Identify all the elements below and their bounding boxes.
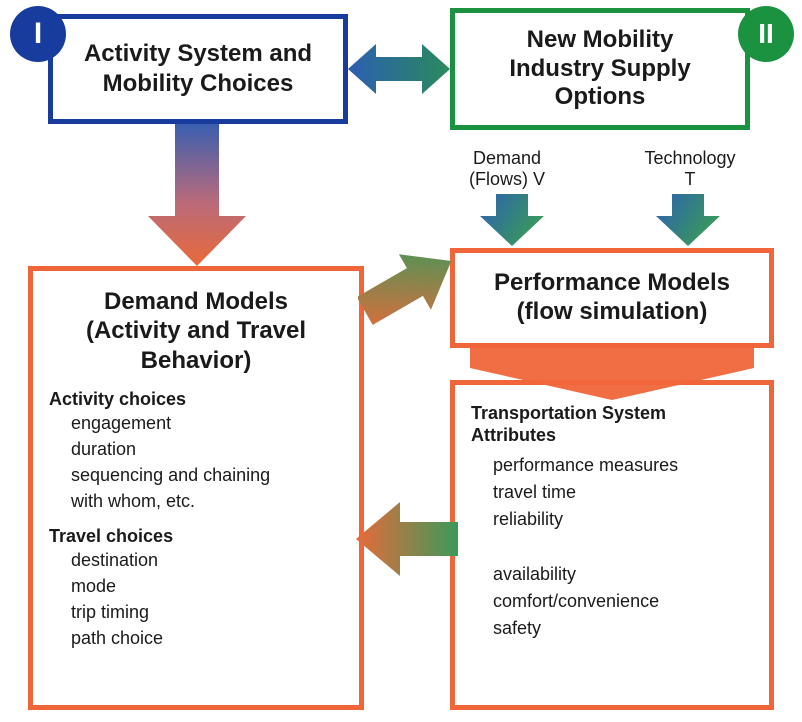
box-transport-attrs: Transportation System Attributes perform… (450, 380, 774, 710)
transport-attr-item: comfort/convenience (471, 588, 753, 615)
transport-attrs-heading-l2: Attributes (471, 425, 753, 447)
box-performance-models: Performance Models (flow simulation) (450, 248, 774, 348)
demand-models-title-l3: Behavior) (141, 347, 252, 374)
activity-system-title-l1: Activity System and (84, 40, 312, 67)
badge-two: II (738, 6, 794, 62)
transport-attr-item: travel time (471, 479, 753, 506)
label-demand-flows: Demand (Flows) V (452, 148, 562, 189)
travel-choice-item: destination (49, 547, 343, 573)
arrow-demand-to-performance (358, 240, 458, 332)
arrow-performance-to-attrs (470, 348, 754, 400)
travel-choice-item: path choice (49, 625, 343, 651)
label-technology: Technology T (630, 148, 750, 189)
transport-attr-item: performance measures (471, 452, 753, 479)
demand-models-title-l2: (Activity and Travel (86, 317, 306, 344)
box-new-mobility: New Mobility Industry Supply Options (450, 8, 750, 130)
activity-choices-heading: Activity choices (49, 389, 343, 410)
arrow-demand-v (480, 194, 544, 246)
travel-choice-item: mode (49, 573, 343, 599)
activity-choice-item: engagement (49, 410, 343, 436)
travel-choices-heading: Travel choices (49, 526, 343, 547)
demand-models-title-l1: Demand Models (104, 288, 288, 315)
transport-attr-item: availability (471, 561, 753, 588)
arrow-technology (656, 194, 720, 246)
new-mobility-title-l1: New Mobility (527, 26, 674, 53)
travel-choice-item: trip timing (49, 599, 343, 625)
new-mobility-title-l3: Options (555, 83, 646, 110)
new-mobility-title-l2: Industry Supply (509, 55, 690, 82)
arrow-top-double (348, 42, 450, 96)
arrow-left-down (148, 124, 246, 266)
activity-choice-item: duration (49, 436, 343, 462)
activity-system-title-l2: Mobility Choices (103, 70, 294, 97)
box-demand-models: Demand Models (Activity and Travel Behav… (28, 266, 364, 710)
performance-models-title-l1: Performance Models (494, 269, 730, 296)
activity-choice-item: with whom, etc. (49, 488, 343, 514)
transport-attrs-heading-l1: Transportation System (471, 403, 753, 425)
badge-one-label: I (34, 17, 42, 51)
performance-models-title-l2: (flow simulation) (517, 298, 708, 325)
box-activity-system: Activity System and Mobility Choices (48, 14, 348, 124)
transport-attr-item: safety (471, 615, 753, 642)
badge-two-label: II (758, 18, 774, 50)
transport-attr-item: reliability (471, 506, 753, 533)
badge-one: I (10, 6, 66, 62)
activity-choice-item: sequencing and chaining (49, 462, 343, 488)
arrow-attrs-to-demand (356, 498, 458, 580)
